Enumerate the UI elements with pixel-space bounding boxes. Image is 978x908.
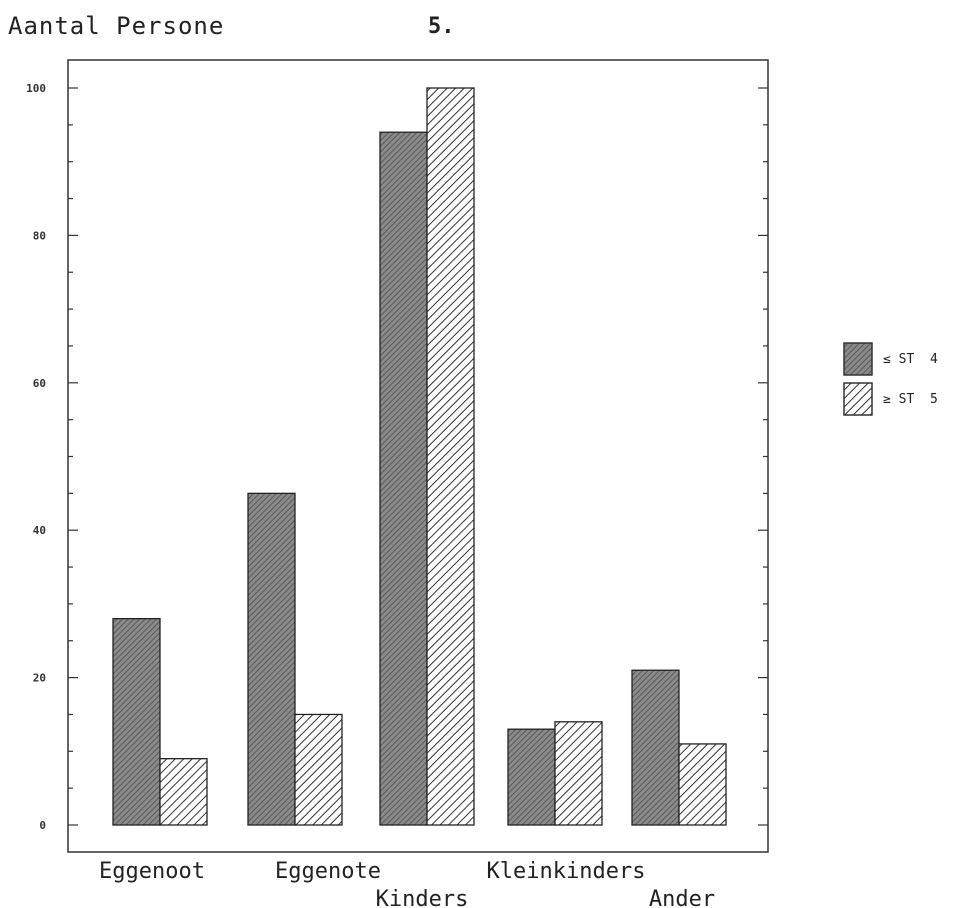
bar-eggenote-series-1: [247, 492, 296, 826]
legend: ≤ ST 4 ≥ ST 5: [843, 342, 938, 422]
legend-item-st5: ≥ ST 5: [843, 382, 938, 416]
legend-label-st4: ≤ ST 4: [883, 351, 938, 367]
bar-eggenote-series-2: [294, 713, 343, 826]
x-tick-label-kleinkinders: Kleinkinders: [487, 859, 646, 884]
y-tick-label-100: 100: [26, 82, 46, 95]
bar-kleinkinders-series-2: [554, 721, 603, 826]
bar-kinders-series-2: [426, 87, 475, 826]
bar-kleinkinders-series-1: [507, 728, 556, 826]
x-tick-label-kinders: Kinders: [376, 887, 469, 908]
bar-eggenoot-series-2: [159, 758, 208, 826]
y-tick-label-20: 20: [33, 672, 46, 685]
legend-swatch-stipple: [843, 342, 873, 376]
page-number: 5.: [428, 14, 455, 39]
legend-label-st5: ≥ ST 5: [883, 391, 938, 407]
y-tick-label-0: 0: [39, 819, 46, 832]
x-tick-label-eggenote: Eggenote: [275, 859, 381, 884]
y-tick-label-40: 40: [33, 524, 46, 537]
legend-item-st4: ≤ ST 4: [843, 342, 938, 376]
bar-kinders-series-1: [379, 131, 428, 826]
x-tick-label-ander: Ander: [649, 887, 715, 908]
legend-swatch-hatch: [843, 382, 873, 416]
y-axis-label: Aantal Persone: [8, 12, 225, 40]
y-tick-label-80: 80: [33, 229, 46, 242]
bar-ander-series-2: [678, 743, 727, 826]
bar-eggenoot-series-1: [112, 617, 161, 826]
y-tick-label-60: 60: [33, 377, 46, 390]
x-tick-label-eggenoot: Eggenoot: [99, 859, 205, 884]
bar-ander-series-1: [631, 669, 680, 826]
